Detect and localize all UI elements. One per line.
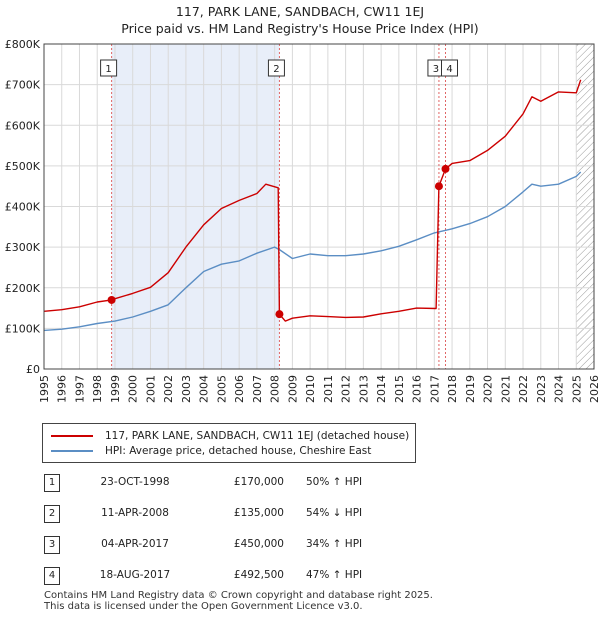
- sale-price: £450,000: [233, 538, 284, 550]
- series-line: [43, 79, 582, 322]
- y-tick-label: £200K: [5, 282, 41, 295]
- x-tick-label: 2007: [251, 375, 264, 403]
- legend-swatch-property: [51, 435, 93, 437]
- x-tick-label: 2020: [482, 375, 495, 403]
- x-tick-label: 2010: [304, 375, 317, 403]
- x-tick-label: 2000: [127, 375, 140, 403]
- x-tick-label: 2009: [286, 375, 299, 403]
- x-tick-label: 2013: [357, 375, 370, 403]
- sale-hpi-change: 50% ↑ HPI: [306, 476, 363, 488]
- x-tick-label: 1999: [109, 375, 122, 403]
- sale-hpi-change: 34% ↑ HPI: [306, 538, 363, 550]
- sale-price: £135,000: [233, 507, 284, 519]
- legend-item-hpi: HPI: Average price, detached house, Ches…: [51, 444, 371, 458]
- sale-marker-label: 3: [433, 64, 439, 75]
- sale-date: 18-AUG-2017: [99, 569, 171, 581]
- footer-line: This data is licensed under the Open Gov…: [44, 601, 363, 612]
- sale-marker-label: 2: [273, 64, 279, 75]
- sale-row: 1 23-OCT-1998 £170,000 50% ↑ HPI: [40, 472, 440, 494]
- sale-price: £492,500: [233, 569, 284, 581]
- sale-number-badge: 3: [44, 536, 60, 554]
- x-tick-label: 2019: [464, 375, 477, 403]
- sale-price: £170,000: [233, 476, 284, 488]
- x-tick-label: 2005: [215, 375, 228, 403]
- x-tick-label: 2017: [428, 375, 441, 403]
- sale-date: 23-OCT-1998: [100, 476, 170, 488]
- y-tick-label: £0: [26, 363, 40, 376]
- chart-title: 117, PARK LANE, SANDBACH, CW11 1EJ: [175, 4, 425, 19]
- sale-marker-label: 1: [105, 64, 111, 75]
- y-tick-label: £300K: [5, 241, 41, 254]
- sale-number-badge: 4: [44, 567, 60, 585]
- sale-marker-box: [267, 59, 285, 77]
- chart-legend: 117, PARK LANE, SANDBACH, CW11 1EJ (deta…: [42, 423, 416, 463]
- x-tick-label: 2025: [570, 375, 583, 403]
- x-tick-label: 1996: [56, 375, 69, 403]
- sale-date: 11-APR-2008: [101, 507, 169, 519]
- sale-marker-box: [441, 59, 458, 77]
- sale-hpi-change: 54% ↓ HPI: [306, 507, 363, 519]
- x-tick-label: 2012: [340, 375, 353, 403]
- x-tick-label: 2018: [446, 375, 459, 403]
- plot-frame: [43, 43, 595, 370]
- sale-number-badge: 1: [44, 474, 60, 492]
- series-line: [43, 171, 582, 332]
- x-tick-label: 1998: [91, 375, 104, 403]
- legend-item-property: 117, PARK LANE, SANDBACH, CW11 1EJ (deta…: [51, 429, 409, 443]
- x-tick-label: 2026: [588, 375, 600, 403]
- sale-hpi-change: 47% ↑ HPI: [306, 569, 363, 581]
- x-tick-label: 2022: [517, 375, 530, 403]
- x-tick-label: 2016: [411, 375, 424, 403]
- legend-label-property: 117, PARK LANE, SANDBACH, CW11 1EJ (deta…: [105, 430, 410, 442]
- y-tick-label: £400K: [5, 201, 41, 214]
- chart-subtitle: Price paid vs. HM Land Registry's House …: [121, 21, 479, 36]
- sale-point: [441, 164, 450, 173]
- y-tick-label: £800K: [5, 38, 41, 51]
- sale-row: 2 11-APR-2008 £135,000 54% ↓ HPI: [40, 503, 440, 525]
- y-tick-label: £700K: [5, 79, 41, 92]
- price-chart: £0 £100K £200K £300K £400K £500K £600K £700K £80…: [5, 38, 600, 403]
- x-tick-label: 2002: [162, 375, 175, 403]
- x-tick-label: 2006: [233, 375, 246, 403]
- x-tick-label: 1997: [73, 375, 86, 403]
- x-tick-label: 2015: [393, 375, 406, 403]
- footer-line: Contains HM Land Registry data © Crown c…: [44, 590, 433, 601]
- x-tick-label: 2024: [553, 375, 566, 403]
- y-tick-label: £600K: [5, 119, 41, 132]
- x-tick-label: 2021: [499, 375, 512, 403]
- sale-point: [107, 295, 116, 304]
- x-tick-label: 2003: [180, 375, 193, 403]
- sale-row: 4 18-AUG-2017 £492,500 47% ↑ HPI: [40, 565, 440, 587]
- sales-table: 1 23-OCT-1998 £170,000 50% ↑ HPI 2 11-AP…: [40, 472, 440, 596]
- x-tick-label: 1995: [38, 375, 51, 403]
- legend-swatch-hpi: [51, 450, 93, 452]
- sale-marker-box: [100, 59, 118, 77]
- y-tick-label: £500K: [5, 160, 41, 173]
- x-tick-label: 2011: [322, 375, 335, 403]
- sale-date: 04-APR-2017: [101, 538, 169, 550]
- sale-marker-label: 4: [446, 64, 452, 75]
- sale-number-badge: 2: [44, 505, 60, 523]
- x-tick-label: 2014: [375, 375, 388, 403]
- legend-label-hpi: HPI: Average price, detached house, Ches…: [105, 445, 372, 457]
- y-tick-label: £100K: [5, 322, 41, 335]
- footer-attribution: Contains HM Land Registry data © Crown c…: [44, 590, 433, 612]
- sale-row: 3 04-APR-2017 £450,000 34% ↑ HPI: [40, 534, 440, 556]
- x-tick-label: 2008: [269, 375, 282, 403]
- sale-point: [275, 310, 284, 319]
- sale-point: [434, 182, 443, 191]
- x-tick-label: 2004: [198, 375, 211, 403]
- x-tick-label: 2023: [535, 375, 548, 403]
- x-tick-label: 2001: [144, 375, 157, 403]
